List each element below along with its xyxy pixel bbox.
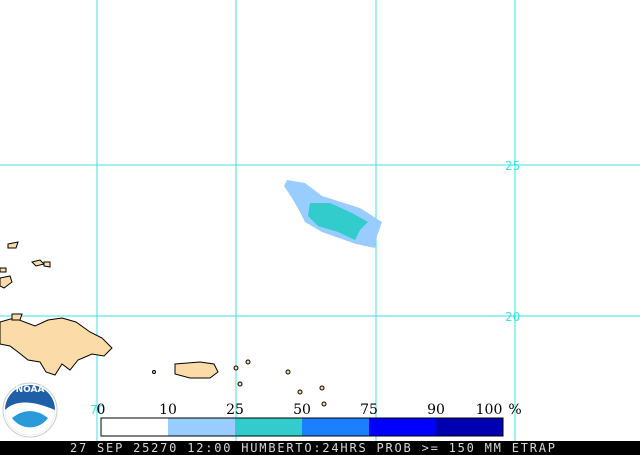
legend-label: 25 <box>226 402 244 418</box>
island <box>0 275 13 289</box>
legend-swatch <box>369 418 436 436</box>
legend-frame <box>100 417 504 437</box>
land <box>0 241 327 407</box>
island <box>285 369 291 375</box>
legend-swatch <box>235 418 302 436</box>
logo-text: NOAA <box>16 385 45 395</box>
legend-label: 100 <box>476 402 503 418</box>
island <box>152 370 156 374</box>
hispaniola <box>0 317 113 376</box>
logo-lower <box>12 411 48 428</box>
island <box>43 261 51 268</box>
legend-label: 50 <box>293 402 311 418</box>
island <box>237 381 243 387</box>
legend-swatch <box>436 418 503 436</box>
legend-label: 75 <box>360 402 378 418</box>
legend-swatch <box>101 418 168 436</box>
island <box>321 401 327 407</box>
lat-label: 20 <box>505 310 520 324</box>
legend-label: 0 <box>97 402 106 418</box>
legend-unit: % <box>508 402 521 418</box>
island <box>7 241 19 249</box>
lon-label: 70 <box>90 403 105 417</box>
puerto-rico <box>174 361 219 379</box>
island <box>297 389 303 395</box>
lat-label: 25 <box>505 159 520 173</box>
legend-label: 90 <box>427 402 445 418</box>
island <box>31 259 45 267</box>
island <box>0 267 7 273</box>
probability-area <box>284 180 382 248</box>
legend-swatch <box>302 418 369 436</box>
island <box>245 359 251 365</box>
noaa-logo: NOAA <box>2 382 58 438</box>
island <box>11 313 23 321</box>
legend: 0 10 25 50 75 90 100% <box>97 402 522 437</box>
island <box>233 365 239 371</box>
footer-text: 27 SEP 25270 12:00 HUMBERTO:24HRS PROB >… <box>70 441 555 455</box>
prob-25 <box>308 203 368 240</box>
legend-swatch <box>168 418 235 436</box>
island <box>319 385 325 391</box>
legend-label: 10 <box>159 402 177 418</box>
footer-bar <box>0 441 640 455</box>
